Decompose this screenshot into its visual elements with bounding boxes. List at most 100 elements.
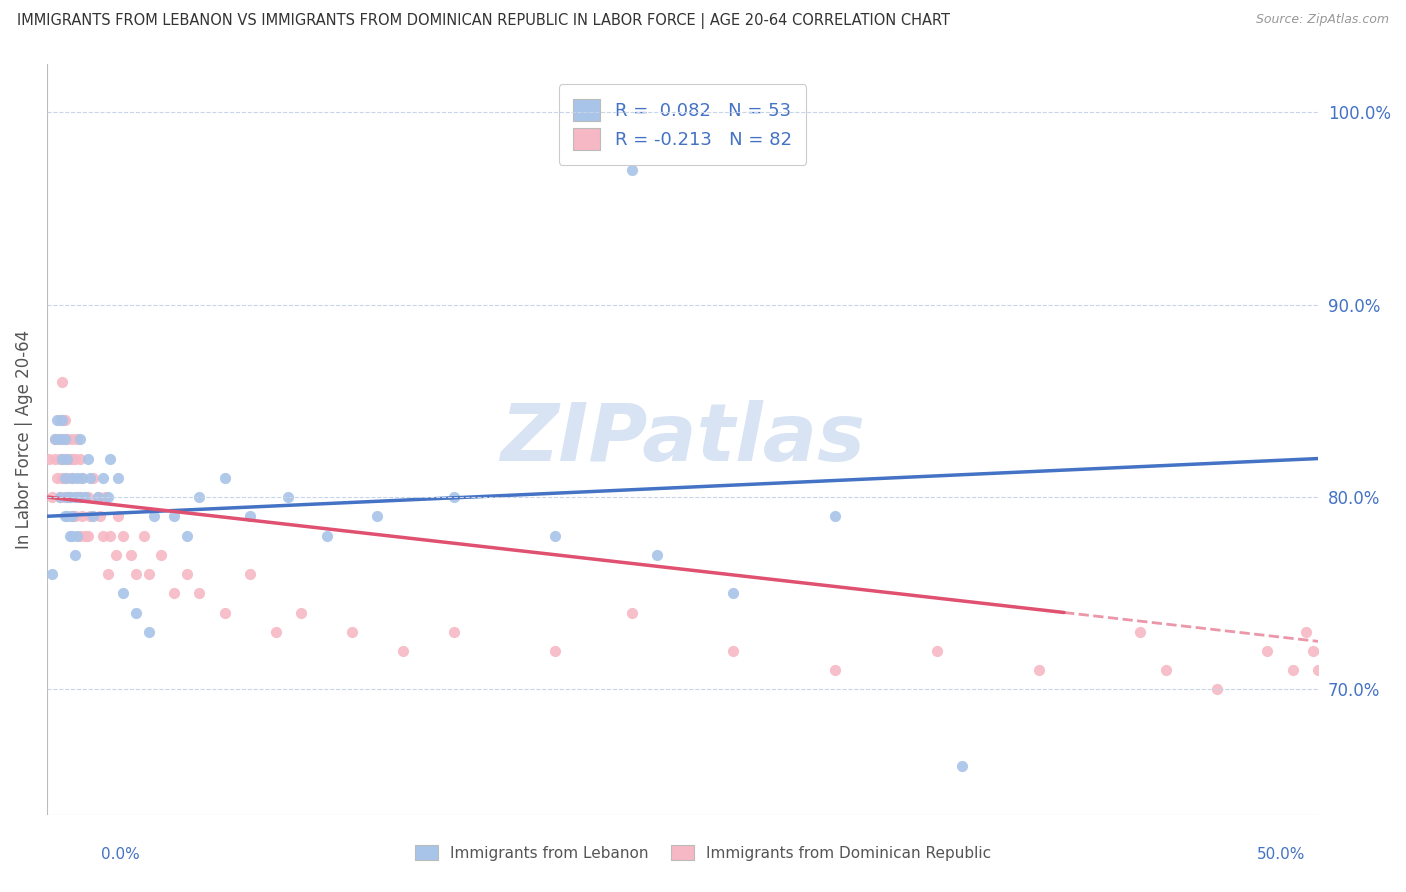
Point [69, 490, 91, 504]
Point [107, 509, 129, 524]
Point [63, 548, 86, 562]
Point [72, 471, 94, 485]
Point [366, 509, 388, 524]
Point [56, 471, 79, 485]
Point [82, 471, 104, 485]
Point [1256, 644, 1278, 658]
Point [56, 509, 79, 524]
Point [392, 644, 415, 658]
Point [176, 567, 198, 582]
Point [87, 490, 110, 504]
Point [91, 471, 114, 485]
Point [56, 433, 79, 447]
Point [60, 528, 83, 542]
Point [48, 413, 70, 427]
Y-axis label: In Labor Force | Age 20-64: In Labor Force | Age 20-64 [15, 330, 32, 549]
Point [38, 451, 60, 466]
Point [69, 490, 91, 504]
Point [44, 433, 66, 447]
Point [59, 490, 82, 504]
Point [1333, 624, 1355, 639]
Point [51, 375, 73, 389]
Point [72, 471, 94, 485]
Point [69, 451, 91, 466]
Point [66, 490, 89, 504]
Point [59, 490, 82, 504]
Point [112, 586, 135, 600]
Point [73, 528, 96, 542]
Text: 50.0%: 50.0% [1257, 847, 1305, 862]
Point [120, 548, 142, 562]
Point [48, 451, 70, 466]
Point [824, 663, 846, 677]
Point [544, 528, 567, 542]
Point [51, 433, 73, 447]
Point [91, 528, 114, 542]
Point [76, 451, 98, 466]
Point [176, 528, 198, 542]
Text: ZIPatlas: ZIPatlas [501, 401, 865, 478]
Point [48, 490, 70, 504]
Point [63, 509, 86, 524]
Point [53, 509, 76, 524]
Point [1320, 663, 1343, 677]
Point [41, 490, 63, 504]
Point [620, 606, 643, 620]
Point [132, 528, 155, 542]
Point [89, 509, 111, 524]
Point [56, 490, 79, 504]
Point [1282, 663, 1305, 677]
Point [44, 451, 66, 466]
Point [76, 528, 98, 542]
Point [1205, 682, 1227, 697]
Legend: Immigrants from Lebanon, Immigrants from Dominican Republic: Immigrants from Lebanon, Immigrants from… [406, 837, 1000, 868]
Point [46, 471, 69, 485]
Point [290, 606, 312, 620]
Point [53, 451, 76, 466]
Point [60, 509, 83, 524]
Point [277, 490, 299, 504]
Point [53, 490, 76, 504]
Point [56, 451, 79, 466]
Point [63, 490, 86, 504]
Point [44, 433, 66, 447]
Point [620, 162, 643, 177]
Point [443, 490, 465, 504]
Point [163, 586, 186, 600]
Point [69, 433, 91, 447]
Point [1295, 624, 1317, 639]
Point [51, 413, 73, 427]
Point [1302, 644, 1324, 658]
Point [53, 413, 76, 427]
Point [79, 509, 101, 524]
Point [46, 433, 69, 447]
Point [41, 567, 63, 582]
Point [60, 451, 83, 466]
Point [107, 471, 129, 485]
Point [100, 528, 122, 542]
Point [69, 528, 91, 542]
Point [53, 433, 76, 447]
Point [214, 471, 236, 485]
Point [100, 451, 122, 466]
Point [63, 451, 86, 466]
Point [315, 528, 337, 542]
Point [73, 490, 96, 504]
Point [73, 490, 96, 504]
Point [97, 567, 120, 582]
Point [824, 509, 846, 524]
Point [76, 490, 98, 504]
Point [72, 509, 94, 524]
Point [51, 413, 73, 427]
Point [723, 644, 745, 658]
Point [66, 528, 89, 542]
Point [239, 509, 262, 524]
Point [239, 567, 262, 582]
Point [48, 490, 70, 504]
Point [112, 528, 135, 542]
Point [66, 471, 89, 485]
Point [645, 548, 668, 562]
Point [60, 433, 83, 447]
Point [59, 451, 82, 466]
Point [264, 624, 287, 639]
